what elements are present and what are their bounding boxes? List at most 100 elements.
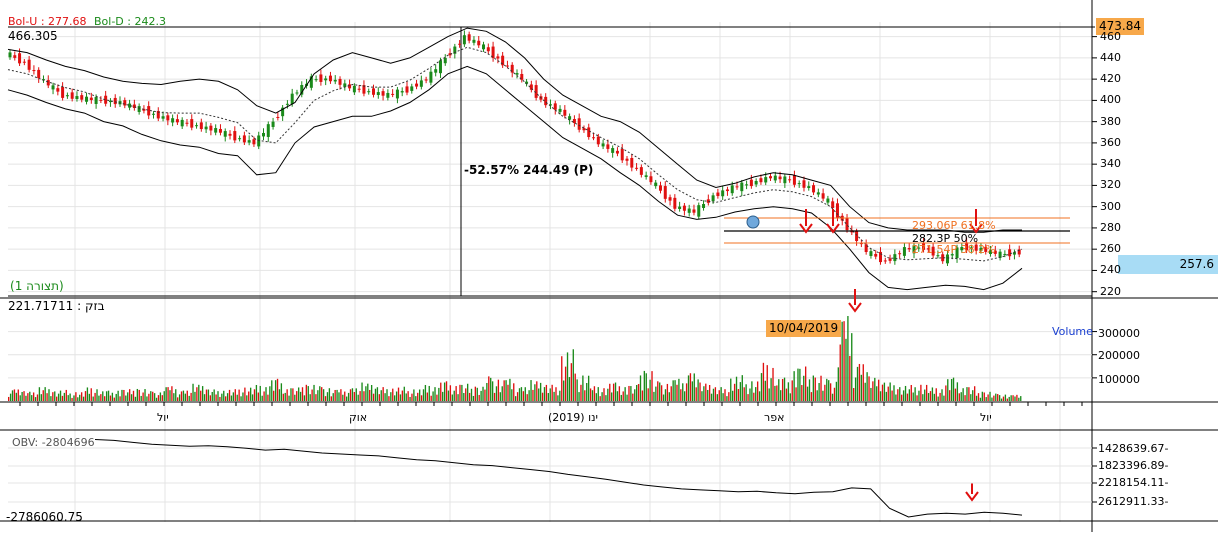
volume-bar [184,393,187,401]
volume-bar [407,391,409,401]
volume-bar [142,392,144,401]
candle-up [697,205,701,217]
volume-bar [947,379,949,401]
candle-down [80,95,84,100]
volume-bar [474,386,477,401]
volume-bar [457,394,459,401]
volume-bar [534,384,536,401]
bollinger-upper-line [7,27,1022,233]
candle-down [319,74,323,82]
volume-bar [311,389,313,401]
candle-down [879,251,883,263]
volume-bar [699,382,701,401]
volume-bar [599,396,601,401]
volume-bar [395,391,398,401]
volume-bar [893,385,895,401]
price-ytick: 280 [1100,220,1121,234]
volume-bar [115,393,117,401]
volume-bar [111,392,114,401]
candle-down [328,75,332,82]
volume-bar [597,387,599,401]
volume-bar [88,393,91,401]
candle-up [893,254,897,262]
candle-down [759,178,763,183]
volume-bar [73,395,75,401]
candle-down [534,85,538,98]
volume-bar [388,396,390,401]
volume-bar [858,363,861,401]
volume-bar [190,392,192,401]
candle-down [529,84,533,90]
volume-bar [443,382,446,401]
volume-bar [906,393,909,401]
volume-bar [586,382,588,401]
volume-bar [236,394,238,401]
volume-bar [374,388,377,401]
volume-bar [271,380,273,401]
volume-bar [1002,396,1005,401]
candle-down [405,86,409,93]
volume-bar [902,390,905,401]
candle-up [376,92,380,96]
volume-bar [764,380,767,401]
volume-bar [739,382,742,401]
volume-bar [735,376,738,401]
volume-bar [845,338,847,401]
volume-bar [958,393,960,401]
volume-bar [146,396,148,401]
volume-bar [983,392,985,401]
zoom-label[interactable]: (תצורה 1) [10,279,64,293]
volume-bar [198,384,200,401]
candle-down [99,99,103,101]
volume-bar [284,392,286,401]
volume-bar [708,385,711,401]
volume-bar [795,387,797,401]
volume-bar [543,387,546,401]
price-ytick: 300 [1100,199,1121,213]
volume-bar [488,376,490,401]
volume-bar [321,387,323,401]
volume-bar [561,356,563,401]
candle-down [874,253,878,257]
volume-bar [378,394,380,401]
volume-bar [79,394,81,401]
volume-bar [278,389,281,401]
volume-ytick: 200000 [1098,349,1140,362]
volume-bar [526,394,528,401]
volume-bar [643,370,646,401]
volume-bar [54,391,56,401]
volume-bar [609,383,611,401]
volume-bar [941,389,943,401]
signal-arrow-head [826,223,840,234]
globe-marker [746,215,760,229]
volume-bar [563,380,565,401]
volume-bar [872,381,874,401]
volume-bar [804,366,807,401]
volume-bar [854,377,857,401]
volume-bar [84,391,87,401]
candle-down [778,176,782,180]
volume-bar [532,389,534,401]
candle-up [515,73,519,75]
candle-down [415,83,419,87]
volume-bar [109,395,112,401]
volume-bar [77,397,79,401]
volume-bar [812,375,815,401]
volume-bar [655,386,657,401]
volume-bar [451,394,453,401]
volume-bar [265,387,267,401]
volume-bar [163,391,165,401]
volume-bar [772,367,774,401]
volume-bar [324,396,327,401]
volume-bar [876,386,878,401]
volume-bar [612,383,615,401]
volume-bar [635,384,638,401]
volume-bar [745,384,747,401]
volume-bar [574,373,576,401]
volume-bar [981,391,984,401]
volume-bar [86,387,89,401]
volume-bar [774,385,776,401]
volume-bar [566,352,569,401]
volume-bar [559,390,561,401]
